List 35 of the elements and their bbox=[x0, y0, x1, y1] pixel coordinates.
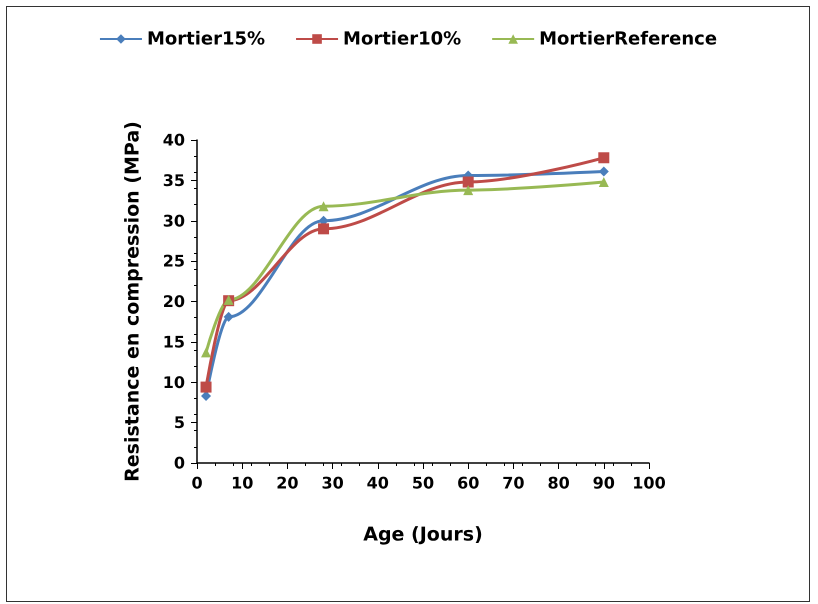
point bbox=[462, 176, 474, 188]
y-tick-label: 35 bbox=[162, 170, 185, 190]
x-tick-label: 80 bbox=[547, 474, 570, 492]
x-tick-label: 60 bbox=[457, 474, 480, 492]
x-tick-label: 90 bbox=[592, 474, 615, 492]
x-tick-label: 70 bbox=[502, 474, 525, 492]
legend-label: Mortier10% bbox=[343, 28, 462, 50]
legend-label: MortierReference bbox=[539, 28, 718, 50]
point bbox=[598, 152, 610, 164]
point bbox=[598, 166, 609, 176]
x-tick-label: 0 bbox=[191, 474, 203, 492]
x-tick-label: 30 bbox=[321, 474, 344, 492]
y-tick-label: 15 bbox=[162, 332, 185, 352]
x-tick-label: 10 bbox=[231, 474, 254, 492]
point bbox=[318, 201, 329, 212]
y-tick-label: 25 bbox=[162, 252, 185, 271]
x-tick-label: 50 bbox=[412, 474, 434, 492]
legend-label: Mortier15% bbox=[146, 28, 266, 50]
x-tick-label: 40 bbox=[366, 474, 389, 492]
y-tick-label: 0 bbox=[174, 454, 185, 472]
x-tick-label: 100 bbox=[632, 474, 666, 492]
y-tick-label: 30 bbox=[162, 211, 185, 230]
point bbox=[200, 382, 212, 393]
y-axis-title: Resistance en compression (MPa) bbox=[122, 121, 144, 482]
y-tick-label: 5 bbox=[174, 413, 185, 432]
y-tick-label: 40 bbox=[162, 130, 185, 150]
y-tick-label: 20 bbox=[162, 292, 185, 311]
x-axis-title: Age (Jours) bbox=[363, 524, 483, 546]
point bbox=[318, 223, 330, 234]
point bbox=[201, 347, 212, 358]
y-tick-label: 10 bbox=[162, 372, 185, 392]
x-tick-label: 20 bbox=[276, 474, 299, 492]
point bbox=[463, 185, 474, 196]
point bbox=[598, 176, 609, 187]
point bbox=[224, 312, 234, 322]
